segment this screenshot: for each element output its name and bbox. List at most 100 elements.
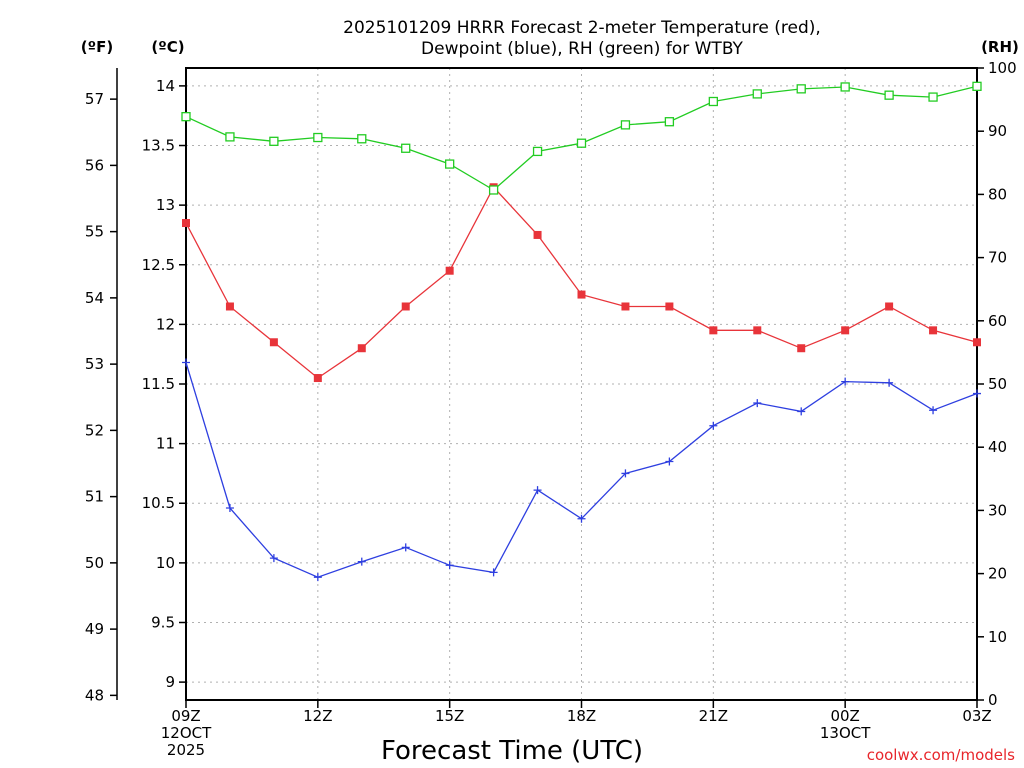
rh-point: [269, 136, 279, 146]
temperature-point: [841, 326, 850, 335]
celsius-tick-label: 11: [156, 435, 175, 453]
time-tick-label: 13OCT: [820, 724, 871, 742]
rh-point: [532, 146, 543, 157]
temperature-point: [533, 230, 542, 239]
dewpoint-point: [753, 399, 762, 408]
dewpoint-point: [269, 554, 278, 563]
temperature-point: [269, 338, 278, 347]
temperature-point: [973, 338, 981, 347]
rh-point: [445, 159, 455, 169]
temperature-point: [445, 266, 454, 275]
dewpoint-point: [445, 561, 454, 570]
temperature-point: [577, 290, 586, 299]
dewpoint-point: [313, 573, 322, 582]
temperature-point: [797, 344, 806, 353]
rh-axis: 0 10 20 30 40 50 60 70 80 90 100: [977, 59, 1017, 709]
dewpoint-point: [225, 504, 234, 513]
celsius-tick-label: 12: [156, 315, 175, 333]
dewpoint-point: [577, 514, 586, 523]
dewpoint-point: [357, 557, 366, 566]
fahrenheit-tick-label: 53: [85, 355, 104, 373]
time-tick-label: 12OCT: [161, 724, 212, 742]
temperature-point: [357, 344, 366, 353]
plot-frame: [185, 67, 978, 701]
rh-unit-label: (RH): [981, 38, 1019, 56]
fahrenheit-tick-label: 49: [85, 620, 104, 638]
rh-tick-label: 0: [988, 691, 998, 709]
temperature-point: [665, 302, 674, 311]
celsius-tick-label: 9.5: [151, 613, 175, 631]
temperature-point: [401, 302, 410, 311]
time-tick-label: 00Z: [830, 707, 859, 725]
celsius-tick-label: 14: [156, 77, 175, 95]
temperature-point: [929, 326, 938, 335]
rh-point: [313, 132, 323, 143]
dewpoint-point: [973, 389, 981, 398]
rh-point: [840, 82, 850, 92]
rh-tick-label: 20: [988, 565, 1007, 583]
rh-tick-label: 70: [988, 249, 1007, 267]
temperature-point: [753, 326, 762, 335]
rh-point: [401, 143, 411, 153]
rh-point: [357, 134, 367, 144]
fahrenheit-tick-label: 48: [85, 686, 104, 704]
rh-point: [488, 185, 499, 195]
rh-series: [181, 81, 982, 195]
temperature-point: [182, 219, 190, 228]
dewpoint-point: [489, 568, 498, 577]
rh-tick-label: 50: [988, 375, 1007, 393]
celsius-axis: 9 9.5 10 10.5 11 11.5 12 12.5 13 13.5 14: [142, 77, 186, 691]
rh-tick-label: 100: [988, 59, 1017, 77]
rh-point: [884, 90, 894, 100]
time-tick-label: 21Z: [699, 707, 728, 725]
rh-tick-label: 90: [988, 122, 1007, 140]
time-tick-label: 2025: [167, 741, 205, 759]
dewpoint-point: [797, 407, 806, 416]
rh-tick-label: 40: [988, 438, 1007, 456]
celsius-tick-label: 9: [165, 673, 175, 691]
fahrenheit-tick-label: 55: [85, 223, 104, 241]
dewpoint-point: [709, 421, 718, 430]
rh-tick-label: 60: [988, 312, 1007, 330]
rh-point: [620, 120, 631, 130]
fahrenheit-tick-label: 57: [85, 90, 104, 108]
rh-point: [928, 92, 938, 102]
chart-title-line-1: 2025101209 HRRR Forecast 2-meter Tempera…: [343, 18, 821, 38]
credit-text: coolwx.com/models: [867, 746, 1015, 764]
rh-point: [664, 117, 675, 127]
fahrenheit-tick-label: 50: [85, 554, 104, 572]
rh-point: [576, 138, 587, 148]
celsius-unit-label: (ºC): [151, 38, 184, 56]
time-tick-label: 12Z: [303, 707, 332, 725]
rh-point: [708, 96, 718, 107]
time-tick-label: 15Z: [435, 707, 464, 725]
rh-point: [752, 89, 762, 99]
celsius-tick-label: 13: [156, 196, 175, 214]
rh-tick-label: 30: [988, 501, 1007, 519]
temperature-point: [313, 374, 322, 383]
fahrenheit-tick-label: 51: [85, 488, 104, 506]
fahrenheit-tick-label: 54: [85, 289, 104, 307]
celsius-tick-label: 12.5: [142, 256, 175, 274]
rh-tick-label: 80: [988, 185, 1007, 203]
rh-point: [181, 112, 191, 122]
time-tick-label: 09Z: [171, 707, 200, 725]
temperature-point: [885, 302, 894, 311]
time-tick-label: 03Z: [962, 707, 991, 725]
celsius-tick-label: 11.5: [142, 375, 175, 393]
dewpoint-point: [665, 457, 674, 466]
temperature-point: [225, 302, 234, 311]
celsius-tick-label: 13.5: [142, 137, 175, 155]
temperature-point: [709, 326, 718, 335]
chart-title-line-2: Dewpoint (blue), RH (green) for WTBY: [421, 39, 744, 59]
dewpoint-point: [885, 378, 894, 387]
temperature-point: [621, 302, 630, 311]
celsius-tick-label: 10: [156, 554, 175, 572]
x-axis-label: Forecast Time (UTC): [381, 736, 643, 766]
rh-tick-label: 10: [988, 628, 1007, 646]
fahrenheit-axis: 48 49 50 51 52 53 54 55 56 57: [85, 90, 117, 704]
fahrenheit-unit-label: (ºF): [81, 38, 113, 56]
rh-point: [225, 132, 235, 142]
fahrenheit-tick-label: 52: [85, 421, 104, 439]
